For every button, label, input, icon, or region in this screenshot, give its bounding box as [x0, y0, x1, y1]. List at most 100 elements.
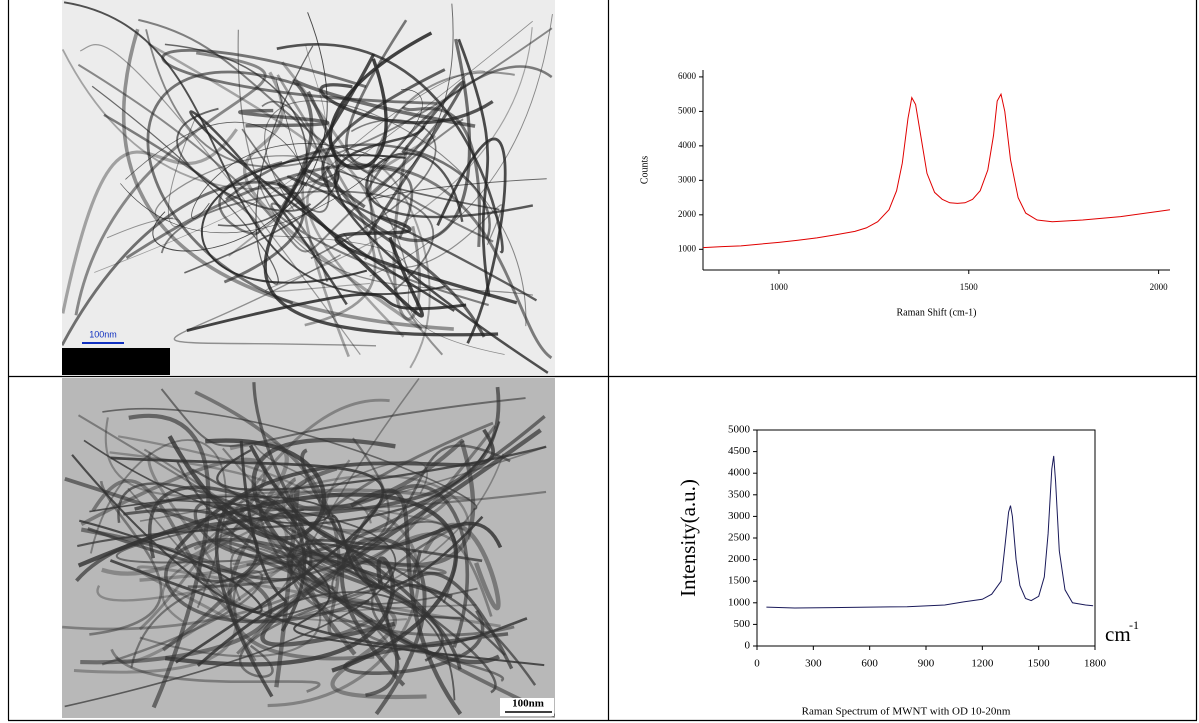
fiber: [227, 477, 375, 661]
fiber: [109, 451, 289, 623]
fiber: [186, 292, 467, 332]
fiber: [261, 235, 505, 355]
fiber: [239, 583, 390, 678]
y-axis-label: Counts: [639, 156, 650, 184]
y-tick-label: 5000: [728, 424, 751, 436]
tem-image: [62, 378, 555, 718]
fiber: [301, 150, 377, 358]
fiber: [73, 451, 238, 674]
fiber: [246, 546, 447, 575]
fiber: [146, 70, 300, 305]
fiber: [127, 378, 420, 611]
image-bg: [62, 0, 555, 375]
fiber: [268, 583, 456, 701]
fiber: [138, 398, 390, 631]
y-tick-label: 4000: [678, 140, 697, 150]
fiber: [77, 63, 464, 253]
fiber: [276, 181, 424, 318]
y-tick-label: 5000: [678, 105, 697, 115]
y-tick-label: 6000: [678, 71, 697, 81]
fiber: [281, 79, 476, 208]
fiber: [321, 68, 486, 338]
fiber: [237, 29, 533, 296]
fiber: [270, 202, 489, 307]
scale-label: 100nm: [512, 698, 544, 710]
fiber: [248, 444, 503, 551]
fiber: [264, 100, 527, 327]
fiber: [324, 38, 472, 243]
fiber: [343, 204, 503, 269]
x-tick-label: 1000: [770, 282, 789, 292]
fiber: [138, 18, 494, 243]
scale-label: 100nm: [89, 329, 117, 339]
x-tick-label: 2000: [1150, 282, 1169, 292]
x-tick-label: 0: [754, 658, 760, 670]
caption: Raman Spectrum of MWNT with OD 10-20nm: [802, 706, 1011, 718]
spectrum-line: [702, 92, 1171, 249]
x-axis-label: Raman Shift (cm-1): [897, 307, 977, 318]
fiber: [365, 152, 534, 223]
y-tick-label: 2500: [728, 532, 751, 544]
x-tick-label: 300: [805, 658, 822, 670]
fiber: [94, 45, 326, 273]
fiber: [91, 45, 314, 285]
fiber: [106, 113, 198, 239]
y-tick-label: 500: [734, 618, 751, 630]
y-tick-label: 2000: [728, 553, 751, 565]
fiber: [288, 438, 465, 512]
fiber: [63, 1, 446, 295]
y-tick-label: 1000: [678, 243, 697, 253]
x-unit-sup: -1: [1129, 618, 1139, 632]
fiber: [229, 474, 471, 555]
fiber: [125, 163, 553, 360]
image-label-box: [62, 348, 170, 375]
fiber: [328, 31, 433, 170]
spectrum-line: [766, 455, 1094, 609]
fiber: [104, 417, 372, 524]
fiber: [125, 79, 303, 180]
fiber: [160, 388, 526, 447]
fiber: [167, 435, 327, 541]
tem-image: [62, 0, 555, 375]
fiber: [436, 137, 507, 344]
fiber: [411, 550, 514, 670]
fiber: [281, 488, 470, 534]
y-tick-label: 3000: [728, 510, 751, 522]
fiber: [110, 648, 321, 693]
y-tick-label: 3500: [728, 488, 751, 500]
fiber: [264, 27, 533, 293]
y-tick-label: 1000: [728, 596, 751, 608]
fiber: [276, 43, 504, 254]
fiber: [101, 570, 264, 666]
fiber: [91, 479, 300, 624]
fiber: [62, 128, 238, 314]
x-tick-label: 1800: [1084, 658, 1107, 670]
fiber: [152, 12, 328, 252]
fiber: [287, 175, 538, 302]
fiber: [339, 536, 427, 716]
y-tick-label: 2000: [678, 209, 697, 219]
fiber: [243, 71, 423, 331]
fiber: [274, 485, 300, 688]
x-tick-label: 1200: [971, 658, 994, 670]
y-tick-label: 4500: [728, 445, 751, 457]
fiber: [343, 609, 509, 675]
y-tick-label: 0: [745, 640, 751, 652]
fiber: [368, 3, 547, 201]
fiber: [96, 555, 306, 602]
fiber: [297, 440, 476, 656]
y-tick-label: 1500: [728, 575, 751, 587]
chart: 1000 2000 3000 4000 5000 6000 1000 1500 2000 Coun…: [639, 70, 1171, 318]
y-tick-label: 4000: [728, 467, 751, 479]
y-axis-label: Intensity(a.u.): [676, 479, 700, 597]
fiber: [200, 154, 406, 284]
fiber: [341, 484, 470, 648]
fiber: [369, 13, 553, 277]
fiber: [121, 28, 454, 331]
fiber: [79, 44, 361, 356]
fiber: [174, 428, 495, 551]
fiber: [258, 500, 461, 657]
fiber: [196, 440, 288, 667]
